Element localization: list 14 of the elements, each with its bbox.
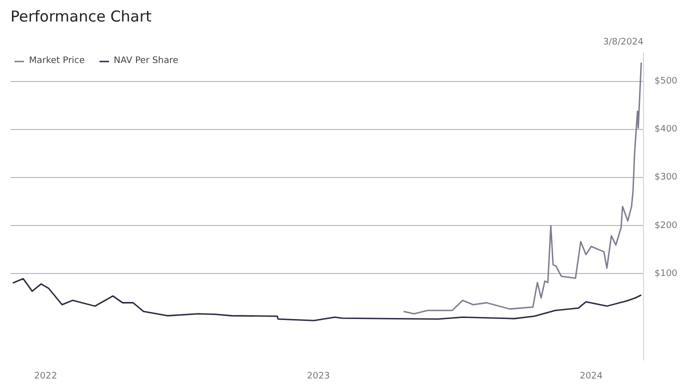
y-tick-label: $300 <box>654 172 678 183</box>
y-tick-label: $400 <box>654 124 678 134</box>
x-tick-label: 2023 <box>306 372 330 382</box>
y-tick-label: $500 <box>654 76 678 86</box>
x-tick-label: 2022 <box>34 372 58 382</box>
legend-label: Market Price <box>29 56 85 66</box>
chart-title: Performance Chart <box>10 8 152 26</box>
y-tick-label: $100 <box>654 268 678 279</box>
text: 3/8/2024 <box>603 38 644 48</box>
line-series <box>12 278 642 322</box>
line-series <box>402 62 642 315</box>
legend-label: NAV Per Share <box>114 56 178 66</box>
y-tick-label: $200 <box>654 220 678 231</box>
x-tick-label: 2024 <box>580 372 603 382</box>
